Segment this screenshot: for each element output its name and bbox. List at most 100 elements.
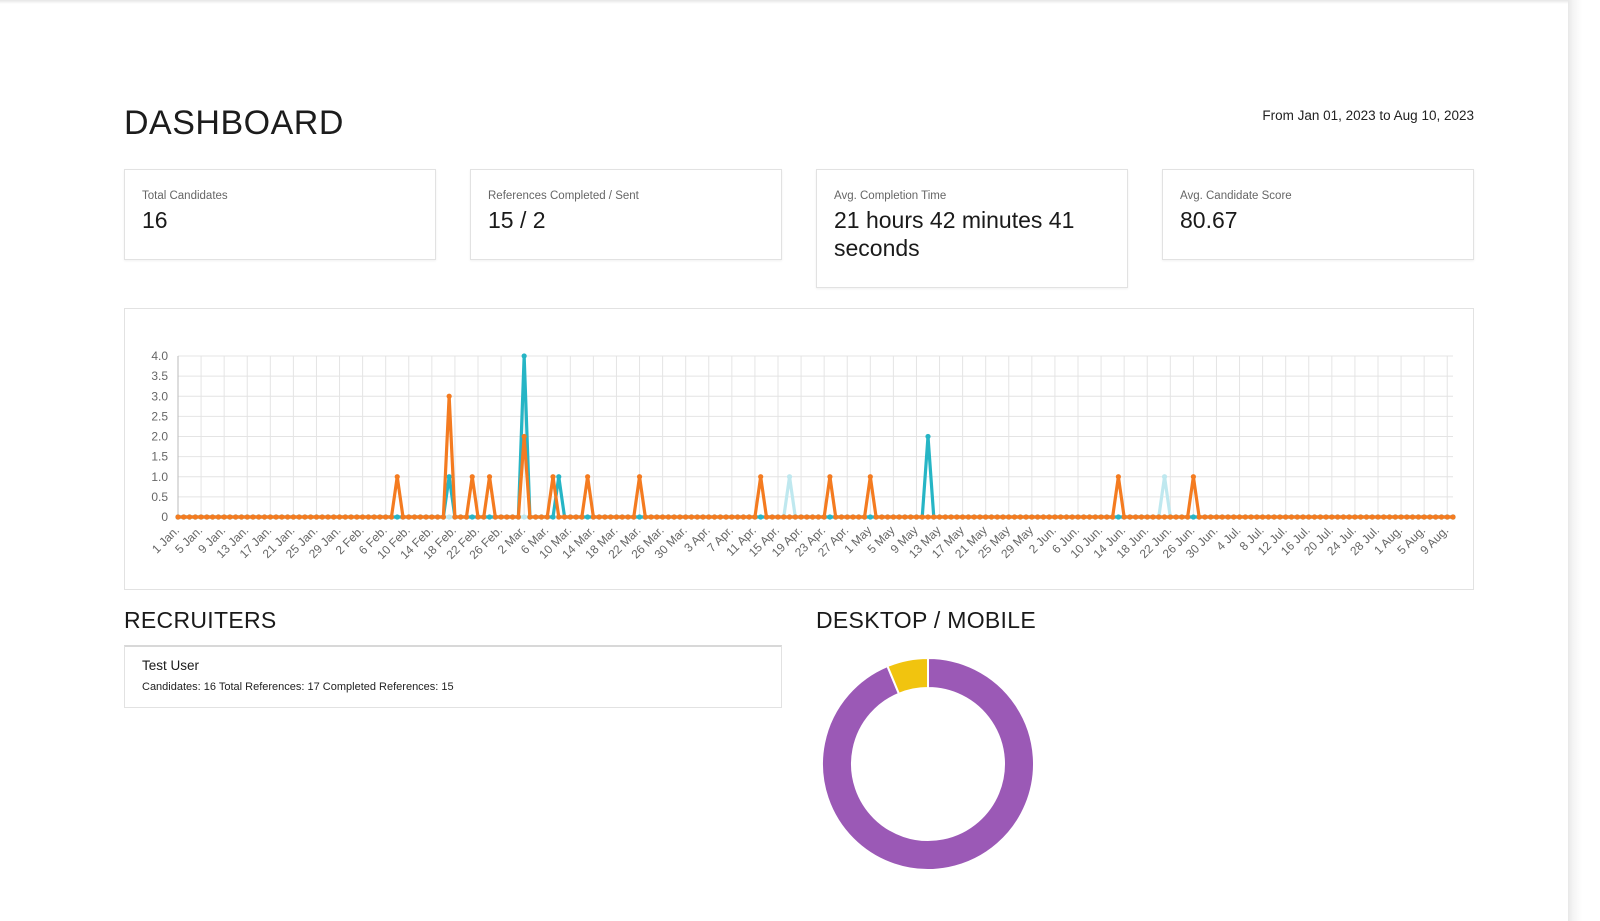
data-point[interactable] xyxy=(1335,514,1341,520)
data-point[interactable] xyxy=(244,514,250,520)
data-point[interactable] xyxy=(613,514,620,520)
data-point[interactable] xyxy=(486,514,493,520)
data-point[interactable] xyxy=(683,514,689,520)
data-point[interactable] xyxy=(896,514,902,520)
data-point[interactable] xyxy=(804,514,810,520)
data-point[interactable] xyxy=(711,514,718,520)
data-point[interactable] xyxy=(827,474,833,480)
data-point[interactable] xyxy=(515,514,521,520)
data-point[interactable] xyxy=(1283,514,1289,520)
data-point[interactable] xyxy=(602,514,608,520)
data-point[interactable] xyxy=(1358,514,1364,520)
data-point[interactable] xyxy=(417,514,423,520)
data-point[interactable] xyxy=(1017,514,1023,520)
data-point[interactable] xyxy=(1236,514,1243,520)
data-point[interactable] xyxy=(648,514,654,520)
data-point[interactable] xyxy=(1202,514,1208,520)
data-point[interactable] xyxy=(342,514,348,520)
data-point[interactable] xyxy=(1173,514,1179,520)
data-point[interactable] xyxy=(388,514,395,520)
data-point[interactable] xyxy=(1081,514,1087,520)
data-point[interactable] xyxy=(590,514,596,520)
data-point[interactable] xyxy=(1029,514,1035,520)
data-point[interactable] xyxy=(550,514,556,520)
data-point[interactable] xyxy=(1161,474,1168,480)
data-point[interactable] xyxy=(913,514,920,520)
data-point[interactable] xyxy=(210,514,216,520)
data-point[interactable] xyxy=(238,514,245,520)
data-point[interactable] xyxy=(377,514,383,520)
data-point[interactable] xyxy=(446,514,452,520)
data-point[interactable] xyxy=(942,514,948,520)
data-point[interactable] xyxy=(1156,514,1162,520)
data-point[interactable] xyxy=(1110,514,1116,520)
data-point[interactable] xyxy=(1023,514,1029,520)
donut-segment[interactable] xyxy=(886,656,929,696)
data-point[interactable] xyxy=(567,514,573,520)
scrollbar-track[interactable] xyxy=(1568,0,1600,921)
data-point[interactable] xyxy=(665,514,671,520)
data-point[interactable] xyxy=(435,514,441,520)
data-point[interactable] xyxy=(1098,514,1104,520)
data-point[interactable] xyxy=(810,514,816,520)
data-point[interactable] xyxy=(936,514,943,520)
data-point[interactable] xyxy=(561,514,568,520)
data-point[interactable] xyxy=(873,514,879,520)
data-point[interactable] xyxy=(908,514,914,520)
data-point[interactable] xyxy=(233,514,239,520)
data-point[interactable] xyxy=(856,514,862,520)
data-point[interactable] xyxy=(636,514,643,520)
data-point[interactable] xyxy=(1288,514,1295,520)
data-point[interactable] xyxy=(1306,514,1312,520)
data-point[interactable] xyxy=(833,514,839,520)
data-point[interactable] xyxy=(1138,514,1145,520)
data-point[interactable] xyxy=(192,514,198,520)
data-point[interactable] xyxy=(1271,514,1277,520)
data-point[interactable] xyxy=(775,514,781,520)
data-point[interactable] xyxy=(1069,514,1075,520)
data-point[interactable] xyxy=(769,514,775,520)
data-point[interactable] xyxy=(636,474,643,480)
data-point[interactable] xyxy=(1052,514,1058,520)
data-point[interactable] xyxy=(550,474,556,480)
data-point[interactable] xyxy=(1190,514,1196,520)
data-point[interactable] xyxy=(486,474,493,480)
data-point[interactable] xyxy=(1433,514,1439,520)
data-point[interactable] xyxy=(446,474,452,480)
data-point[interactable] xyxy=(215,514,221,520)
data-point[interactable] xyxy=(348,514,354,520)
data-point[interactable] xyxy=(798,514,804,520)
data-point[interactable] xyxy=(1208,514,1214,520)
data-point[interactable] xyxy=(227,514,233,520)
data-point[interactable] xyxy=(1219,514,1225,520)
data-point[interactable] xyxy=(273,514,279,520)
data-point[interactable] xyxy=(1450,514,1456,520)
data-point[interactable] xyxy=(510,514,516,520)
data-point[interactable] xyxy=(469,474,475,480)
data-point[interactable] xyxy=(654,514,660,520)
data-point[interactable] xyxy=(429,514,435,520)
data-point[interactable] xyxy=(313,514,320,520)
data-point[interactable] xyxy=(960,514,966,520)
data-point[interactable] xyxy=(458,514,464,520)
data-point[interactable] xyxy=(758,474,764,480)
data-point[interactable] xyxy=(285,514,291,520)
data-point[interactable] xyxy=(1011,514,1018,520)
data-point[interactable] xyxy=(763,514,770,520)
data-point[interactable] xyxy=(1167,514,1173,520)
data-point[interactable] xyxy=(1144,514,1150,520)
data-point[interactable] xyxy=(331,514,337,520)
data-point[interactable] xyxy=(308,514,314,520)
data-point[interactable] xyxy=(325,514,331,520)
data-point[interactable] xyxy=(1242,514,1248,520)
data-point[interactable] xyxy=(1179,514,1185,520)
data-point[interactable] xyxy=(423,514,429,520)
data-point[interactable] xyxy=(573,514,579,520)
data-point[interactable] xyxy=(452,514,458,520)
data-point[interactable] xyxy=(631,514,637,520)
data-point[interactable] xyxy=(885,514,891,520)
data-point[interactable] xyxy=(786,514,793,520)
data-point[interactable] xyxy=(186,514,193,520)
data-point[interactable] xyxy=(671,514,677,520)
data-point[interactable] xyxy=(827,514,833,520)
